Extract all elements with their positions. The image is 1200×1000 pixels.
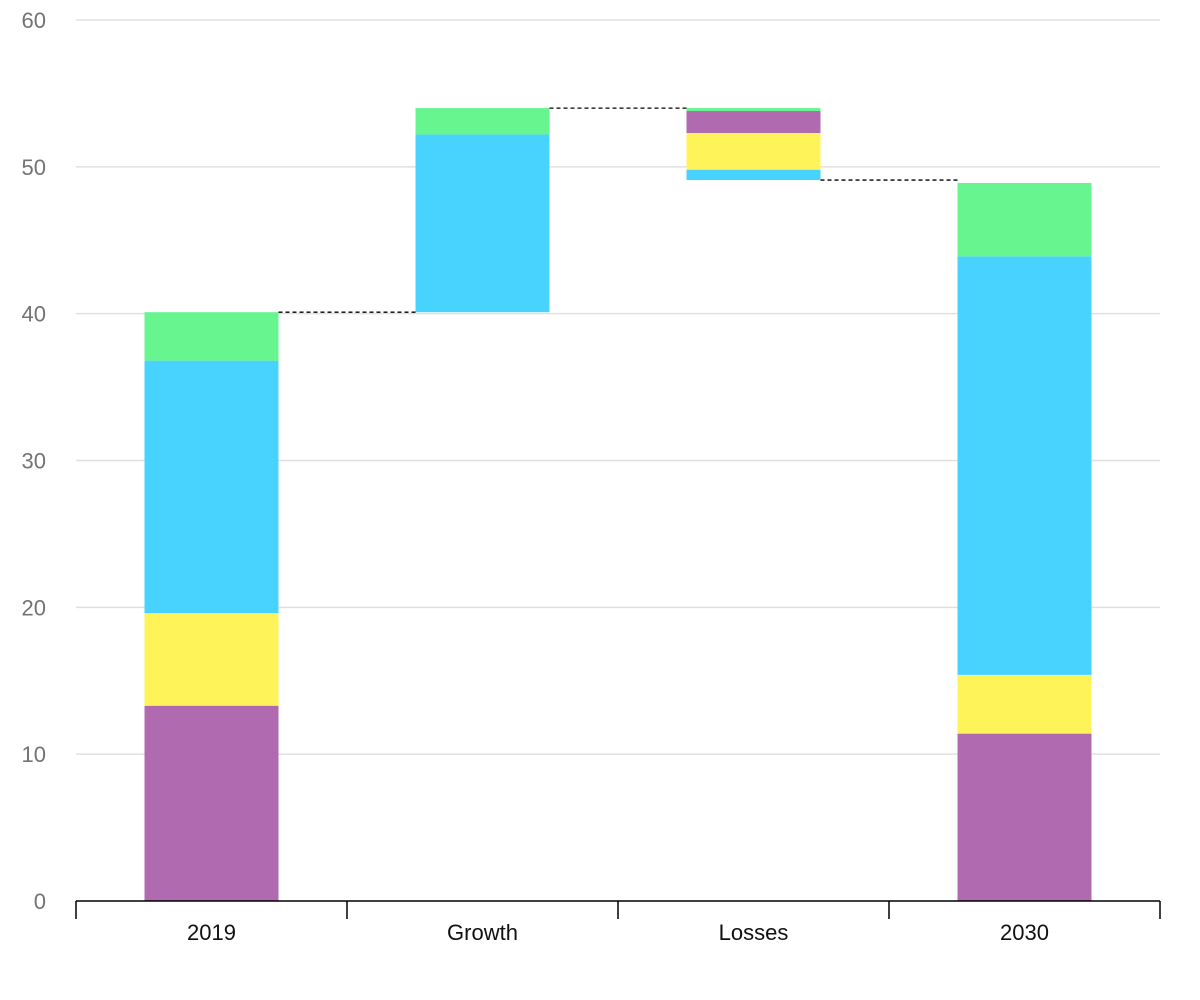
bar-segment bbox=[686, 133, 821, 170]
connectors bbox=[278, 107, 958, 313]
y-tick-label: 30 bbox=[22, 449, 46, 474]
y-tick-label: 20 bbox=[22, 595, 46, 620]
bar-segment bbox=[144, 360, 279, 614]
x-axis-labels: 2019 Growth Losses 2030 bbox=[187, 920, 1049, 945]
bar-segment bbox=[415, 108, 550, 135]
bars bbox=[144, 108, 1092, 901]
bar-segment bbox=[957, 182, 1092, 257]
y-tick-label: 60 bbox=[22, 8, 46, 33]
y-tick-label: 10 bbox=[22, 742, 46, 767]
y-tick-label: 40 bbox=[22, 302, 46, 327]
bar-segment bbox=[957, 256, 1092, 675]
x-tick-label: Growth bbox=[447, 920, 518, 945]
y-axis-ticks: 0 10 20 30 40 50 60 bbox=[22, 8, 46, 914]
bar-segment bbox=[957, 733, 1092, 901]
bar-segment bbox=[144, 705, 279, 901]
y-tick-label: 0 bbox=[34, 889, 46, 914]
y-tick-label: 50 bbox=[22, 155, 46, 180]
bar-segment bbox=[686, 108, 821, 112]
bar-segment bbox=[144, 312, 279, 361]
bar-segment bbox=[957, 674, 1092, 734]
x-tick-label: 2030 bbox=[1000, 920, 1049, 945]
bar-segment bbox=[144, 613, 279, 706]
bar-segment bbox=[686, 169, 821, 181]
x-tick-label: Losses bbox=[719, 920, 789, 945]
x-axis bbox=[75, 900, 1161, 919]
bar-segment bbox=[686, 111, 821, 134]
bar-segment bbox=[415, 134, 550, 313]
x-tick-label: 2019 bbox=[187, 920, 236, 945]
